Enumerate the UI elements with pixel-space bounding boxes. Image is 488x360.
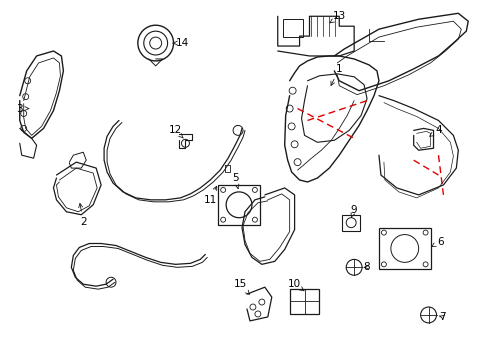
Text: 12: 12 bbox=[168, 125, 183, 138]
Bar bbox=[342, 215, 359, 231]
Text: 7: 7 bbox=[438, 312, 445, 322]
Bar bbox=[218, 185, 259, 225]
Text: 9: 9 bbox=[350, 205, 357, 217]
Text: 8: 8 bbox=[363, 262, 369, 272]
Text: 6: 6 bbox=[431, 237, 443, 247]
Text: 5: 5 bbox=[231, 173, 238, 189]
Text: 14: 14 bbox=[173, 38, 189, 48]
Text: 2: 2 bbox=[79, 203, 86, 227]
Bar bbox=[282, 19, 302, 37]
Text: 3: 3 bbox=[17, 104, 29, 113]
Bar bbox=[289, 289, 319, 314]
Text: 10: 10 bbox=[287, 279, 304, 291]
Text: 1: 1 bbox=[330, 64, 342, 85]
Text: 15: 15 bbox=[233, 279, 249, 294]
Text: 13: 13 bbox=[329, 11, 345, 23]
Bar bbox=[378, 228, 429, 269]
Text: 4: 4 bbox=[429, 125, 441, 136]
Text: 11: 11 bbox=[203, 186, 217, 205]
